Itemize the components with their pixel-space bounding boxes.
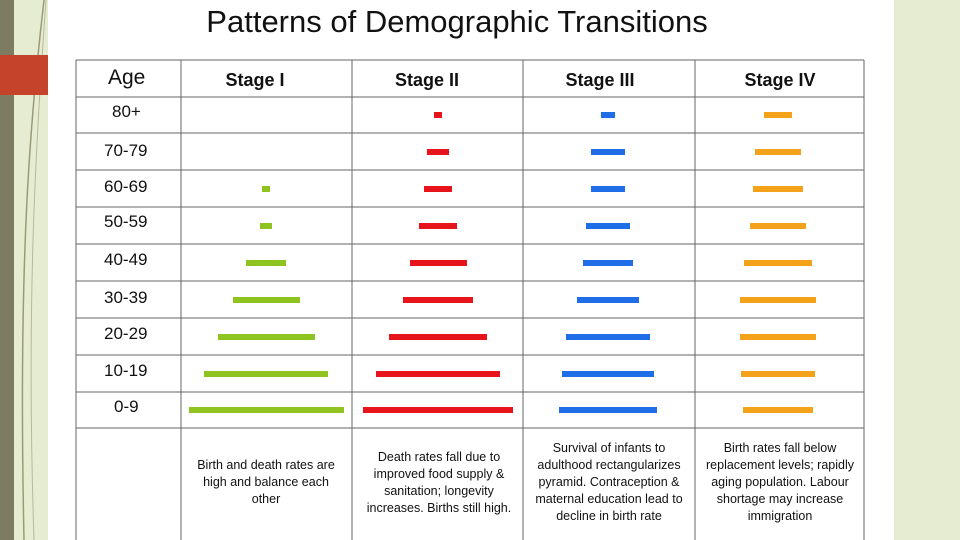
stage-header-2: Stage II — [394, 70, 460, 90]
left-decor-stripe — [0, 0, 14, 540]
bar-stage-1-age-60-69 — [262, 185, 270, 192]
stage-1-description: Birth and death rates are high and balan… — [197, 458, 335, 506]
bar-stage-2-age-80-plus — [434, 112, 442, 118]
bar-stage-1-age-40-49 — [246, 259, 286, 266]
age-label-40-49: 40-49 — [104, 250, 148, 269]
bar-stage-1-age-10-19 — [204, 370, 328, 377]
bar-stage-2-age-10-19 — [376, 370, 500, 377]
bar-stage-4-age-70-79 — [755, 148, 801, 155]
bar-stage-1-age-30-39 — [232, 296, 300, 303]
bar-stage-3-age-50-59 — [586, 222, 630, 229]
bar-stage-1-age-20-29 — [217, 333, 315, 340]
age-label-50-59: 50-59 — [104, 212, 148, 231]
bar-stage-3-age-20-29 — [566, 333, 650, 340]
age-label-70-79: 70-79 — [104, 141, 148, 160]
bar-stage-4-age-40-49 — [744, 259, 812, 266]
bar-stage-3-age-80-plus — [601, 112, 615, 118]
bar-stage-4-age-0-9 — [743, 407, 813, 413]
bar-stage-4-age-20-29 — [740, 333, 816, 340]
bar-stage-3-age-40-49 — [583, 259, 633, 266]
age-label-60-69: 60-69 — [104, 177, 148, 196]
bar-stage-2-age-50-59 — [419, 222, 457, 229]
bar-stage-3-age-0-9 — [559, 407, 657, 413]
bar-stage-2-age-70-79 — [427, 148, 449, 155]
slide-canvas — [48, 0, 894, 540]
age-label-80-plus: 80+ — [112, 102, 141, 121]
bar-stage-4-age-10-19 — [741, 370, 815, 377]
bar-stage-3-age-70-79 — [591, 148, 625, 155]
decor-red-tab — [0, 55, 48, 95]
bar-stage-3-age-10-19 — [562, 370, 654, 377]
bar-stage-3-age-60-69 — [591, 185, 625, 192]
age-label-0-9: 0-9 — [114, 397, 139, 416]
right-decor-band — [894, 0, 960, 540]
stage-header-1: Stage I — [225, 70, 285, 90]
stage-4-description: Birth rates fall below replacement level… — [706, 441, 854, 523]
stage-3-description: Survival of infants to adulthood rectang… — [535, 441, 683, 523]
age-header: Age — [108, 66, 146, 89]
bar-stage-2-age-40-49 — [409, 259, 467, 266]
bar-stage-1-age-50-59 — [260, 222, 272, 229]
bar-stage-2-age-20-29 — [389, 333, 487, 340]
age-label-10-19: 10-19 — [104, 361, 148, 380]
bar-stage-4-age-80-plus — [764, 112, 792, 118]
stage-header-3: Stage III — [565, 70, 635, 90]
bar-stage-4-age-50-59 — [750, 222, 806, 229]
bar-stage-3-age-30-39 — [577, 296, 639, 303]
bar-stage-2-age-60-69 — [424, 185, 452, 192]
bar-stage-2-age-30-39 — [403, 296, 473, 303]
bar-stage-4-age-30-39 — [740, 296, 816, 303]
slide-title: Patterns of Demographic Transitions — [206, 4, 708, 39]
bar-stage-1-age-0-9 — [188, 407, 344, 413]
bar-stage-4-age-60-69 — [753, 185, 803, 192]
age-label-20-29: 20-29 — [104, 324, 148, 343]
bar-stage-2-age-0-9 — [363, 407, 513, 413]
age-label-30-39: 30-39 — [104, 288, 148, 307]
stage-2-description: Death rates fall due to improved food su… — [366, 450, 512, 515]
stage-header-4: Stage IV — [744, 70, 816, 90]
